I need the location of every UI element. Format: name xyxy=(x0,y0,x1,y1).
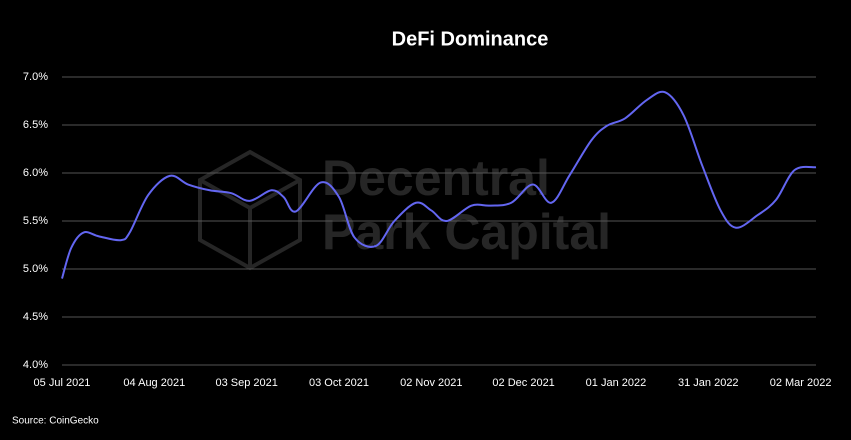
y-tick-label: 4.5% xyxy=(23,311,48,323)
y-tick-label: 6.0% xyxy=(23,167,48,179)
y-tick-label: 5.5% xyxy=(23,215,48,227)
x-tick-label: 02 Mar 2022 xyxy=(770,377,832,389)
x-tick-label: 02 Dec 2021 xyxy=(492,377,554,389)
source: Source: CoinGecko xyxy=(12,416,99,427)
x-tick-label: 02 Nov 2021 xyxy=(400,377,462,389)
x-tick-label: 05 Jul 2021 xyxy=(34,377,91,389)
y-tick-label: 5.0% xyxy=(23,263,48,275)
x-tick-label: 31 Jan 2022 xyxy=(678,377,739,389)
y-tick-label: 6.5% xyxy=(23,119,48,131)
x-tick-label: 03 Sep 2021 xyxy=(215,377,277,389)
y-tick-label: 7.0% xyxy=(23,71,48,83)
watermark: Decentral xyxy=(322,150,550,206)
watermark-logo xyxy=(198,149,302,271)
x-tick-label: 01 Jan 2022 xyxy=(586,377,647,389)
x-tick-label: 03 Oct 2021 xyxy=(309,377,369,389)
watermark: Park Capital xyxy=(322,204,611,260)
line xyxy=(61,90,817,279)
y-tick-label: 4.0% xyxy=(23,359,48,371)
chart-title: DeFi Dominance xyxy=(392,28,549,50)
x-tick-label: 04 Aug 2021 xyxy=(123,377,185,389)
